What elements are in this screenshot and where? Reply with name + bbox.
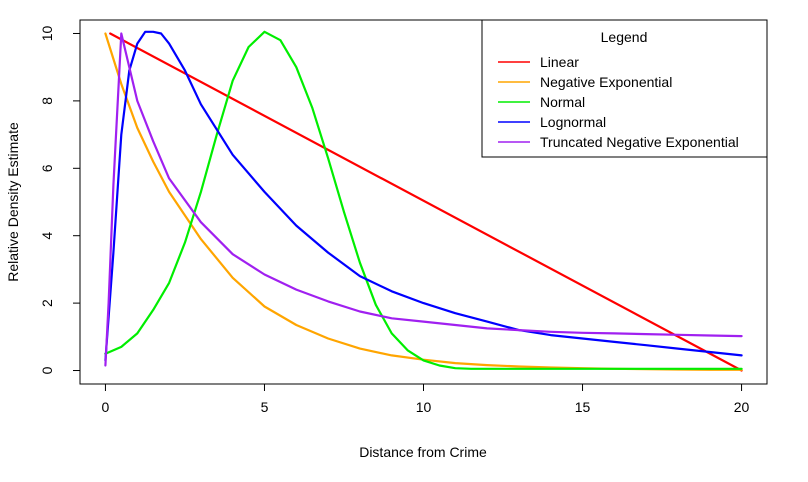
legend-item-label: Truncated Negative Exponential [540, 134, 739, 150]
legend-title: Legend [601, 29, 648, 45]
legend-item-label: Negative Exponential [540, 74, 672, 90]
series-line-1 [109, 32, 743, 372]
series-line-3 [104, 30, 743, 370]
y-tick-label: 0 [39, 366, 55, 374]
series-line-4 [104, 30, 743, 362]
series-layer [104, 30, 743, 372]
y-tick-label: 10 [39, 25, 55, 41]
x-tick-label: 15 [575, 399, 591, 415]
x-axis: 0 5 10 15 20 [102, 383, 750, 415]
legend-item-label: Normal [540, 94, 585, 110]
x-tick-label: 20 [734, 399, 750, 415]
x-tick-label: 10 [416, 399, 432, 415]
x-axis-label: Distance from Crime [359, 444, 487, 460]
legend-item-label: Linear [540, 54, 579, 70]
legend: Legend Linear Negative Exponential Normal L… [481, 19, 768, 158]
series-line-5 [104, 32, 743, 367]
y-axis: 0 2 4 6 8 10 [39, 25, 81, 374]
y-tick-label: 8 [39, 97, 55, 105]
y-tick-label: 2 [39, 299, 55, 307]
legend-item-label: Lognormal [540, 114, 606, 130]
x-tick-label: 5 [261, 399, 269, 415]
y-axis-label: Relative Density Estimate [5, 122, 21, 282]
legend-box [481, 19, 768, 158]
y-tick-label: 4 [39, 232, 55, 240]
y-tick-label: 6 [39, 164, 55, 172]
x-tick-label: 0 [102, 399, 110, 415]
